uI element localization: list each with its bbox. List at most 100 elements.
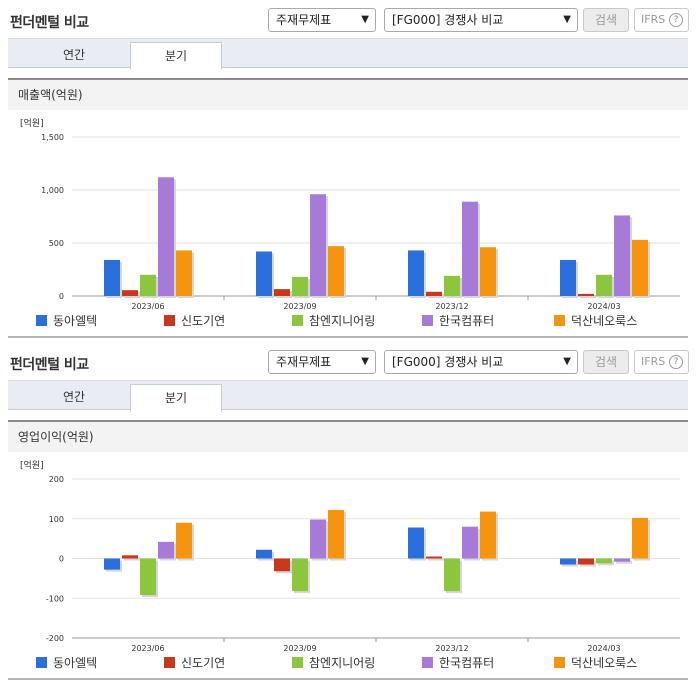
bar-신도기연-2023-09 [274, 289, 290, 296]
search-button[interactable]: 검색 [583, 350, 629, 374]
legend-label: 한국컴퓨터 [439, 314, 494, 328]
period-tabbar: 연간 분기 [8, 38, 688, 70]
legend-label: 신도기연 [181, 314, 225, 328]
metric-label: 영업이익(억원) [8, 420, 688, 452]
legend-swatch [36, 315, 47, 326]
bar-동아엘텍-2023-09 [256, 549, 272, 559]
legend-swatch [292, 315, 303, 326]
search-button[interactable]: 검색 [583, 8, 629, 32]
bar-한국컴퓨터-2024-03 [614, 558, 630, 562]
x-tick-label: 2023/06 [131, 644, 164, 653]
legend-label: 한국컴퓨터 [439, 656, 494, 670]
compare-group-value: [FG000] 경쟁사 비교 [392, 355, 504, 369]
x-tick-label: 2023/12 [435, 302, 468, 311]
legend-label: 덕산네오룩스 [571, 314, 637, 328]
ifrs-help-button[interactable]: IFRS ? [634, 8, 689, 32]
bar-참엔지니어링-2023-12 [444, 558, 460, 592]
bar-참엔지니어링-2023-09 [292, 276, 308, 296]
legend-item[interactable]: 동아엘텍 [36, 314, 97, 328]
legend-swatch [554, 315, 565, 326]
statement-type-value: 주재무제표 [276, 355, 332, 369]
bar-한국컴퓨터-2023-12 [462, 526, 478, 559]
statement-type-select[interactable]: 주재무제표 ▼ [268, 8, 376, 32]
bar-덕산네오룩스-2023-06 [176, 522, 192, 559]
y-tick-label: -200 [46, 634, 64, 643]
help-icon: ? [669, 13, 683, 27]
legend-item[interactable]: 한국컴퓨터 [422, 656, 494, 670]
bar-덕산네오룩스-2023-12 [480, 247, 496, 296]
bar-shadow [428, 558, 444, 561]
bar-참엔지니어링-2023-06 [140, 274, 156, 296]
fundamental-compare-section-revenue: 펀더멘털 비교 주재무제표 ▼ [FG000] 경쟁사 비교 ▼ 검색 IFRS… [8, 8, 689, 338]
legend-label: 참엔지니어링 [309, 656, 375, 670]
y-tick-label: 0 [59, 555, 64, 564]
ifrs-label: IFRS [641, 355, 666, 368]
tab-annual[interactable]: 연간 [62, 48, 86, 62]
legend-swatch [554, 657, 565, 668]
legend-item[interactable]: 참엔지니어링 [292, 314, 375, 328]
section-divider [8, 678, 688, 680]
legend-swatch [164, 657, 175, 668]
legend-item[interactable]: 한국컴퓨터 [422, 314, 494, 328]
legend-swatch [422, 315, 433, 326]
legend-label: 참엔지니어링 [309, 314, 375, 328]
y-tick-label: 500 [49, 239, 64, 248]
y-tick-label: 1,500 [41, 133, 64, 142]
bar-한국컴퓨터-2023-12 [462, 201, 478, 296]
bar-참엔지니어링-2023-09 [292, 558, 308, 592]
legend-label: 동아엘텍 [53, 314, 97, 328]
bar-참엔지니어링-2024-03 [596, 558, 612, 564]
y-tick-label: 1,000 [41, 186, 64, 195]
bar-신도기연-2023-09 [274, 558, 290, 572]
legend-item[interactable]: 덕산네오룩스 [554, 656, 637, 670]
legend-item[interactable]: 참엔지니어링 [292, 656, 375, 670]
x-tick-label: 2024/03 [587, 302, 620, 311]
bar-동아엘텍-2023-09 [256, 251, 272, 296]
bar-참엔지니어링-2023-12 [444, 275, 460, 296]
legend-item[interactable]: 신도기연 [164, 314, 225, 328]
x-tick-label: 2023/09 [283, 302, 316, 311]
y-tick-label: 100 [49, 515, 64, 524]
bar-한국컴퓨터-2023-06 [158, 541, 174, 559]
operating-profit-chart-svg: [억원] -200 -100 0 100 200 2023/06 2023/09 2023/12… [20, 459, 680, 670]
ifrs-help-button[interactable]: IFRS ? [634, 350, 689, 374]
compare-group-value: [FG000] 경쟁사 비교 [392, 13, 504, 27]
operating-profit-bar-chart: [억원] -200 -100 0 100 200 2023/06 2023/09 2023/12… [8, 452, 688, 678]
bar-한국컴퓨터-2023-09 [310, 519, 326, 559]
tab-quarterly[interactable]: 분기 [130, 384, 222, 412]
revenue-chart-svg: [억원] 0 500 1,000 1,500 2023/06 2023/09 2023/12 2… [20, 117, 680, 328]
chevron-down-icon: ▼ [563, 14, 571, 25]
bar-shadow [580, 295, 596, 298]
bar-동아엘텍-2023-06 [104, 558, 120, 570]
chevron-down-icon: ▼ [563, 356, 571, 367]
bar-shadow [616, 560, 632, 564]
chevron-down-icon: ▼ [361, 356, 369, 367]
y-tick-label: -100 [46, 594, 64, 603]
bar-덕산네오룩스-2024-03 [632, 517, 648, 559]
legend-swatch [292, 657, 303, 668]
bar-참엔지니어링-2024-03 [596, 274, 612, 296]
bar-신도기연-2023-12 [426, 291, 442, 296]
bar-한국컴퓨터-2023-06 [158, 177, 174, 296]
tab-annual[interactable]: 연간 [62, 390, 86, 404]
legend-item[interactable]: 덕산네오룩스 [554, 314, 637, 328]
bar-신도기연-2024-03 [578, 558, 594, 565]
bar-신도기연-2024-03 [578, 293, 594, 296]
legend-swatch [36, 657, 47, 668]
compare-group-select[interactable]: [FG000] 경쟁사 비교 ▼ [384, 8, 578, 32]
tab-quarterly[interactable]: 분기 [130, 42, 222, 70]
bar-신도기연-2023-06 [122, 555, 138, 559]
fundamental-compare-section-operating-profit: 펀더멘털 비교 주재무제표 ▼ [FG000] 경쟁사 비교 ▼ 검색 IFRS… [0, 342, 696, 684]
legend-item[interactable]: 신도기연 [164, 656, 225, 670]
y-tick-label: 0 [59, 292, 64, 301]
chevron-down-icon: ▼ [361, 14, 369, 25]
legend-item[interactable]: 동아엘텍 [36, 656, 97, 670]
bar-덕산네오룩스-2023-09 [328, 510, 344, 559]
compare-group-select[interactable]: [FG000] 경쟁사 비교 ▼ [384, 350, 578, 374]
y-tick-label: 200 [49, 475, 64, 484]
bar-덕산네오룩스-2023-06 [176, 250, 192, 296]
revenue-bar-chart: [억원] 0 500 1,000 1,500 2023/06 2023/09 2023/12 2… [8, 110, 688, 336]
x-tick-label: 2023/06 [131, 302, 164, 311]
statement-type-select[interactable]: 주재무제표 ▼ [268, 350, 376, 374]
bar-동아엘텍-2024-03 [560, 558, 576, 565]
